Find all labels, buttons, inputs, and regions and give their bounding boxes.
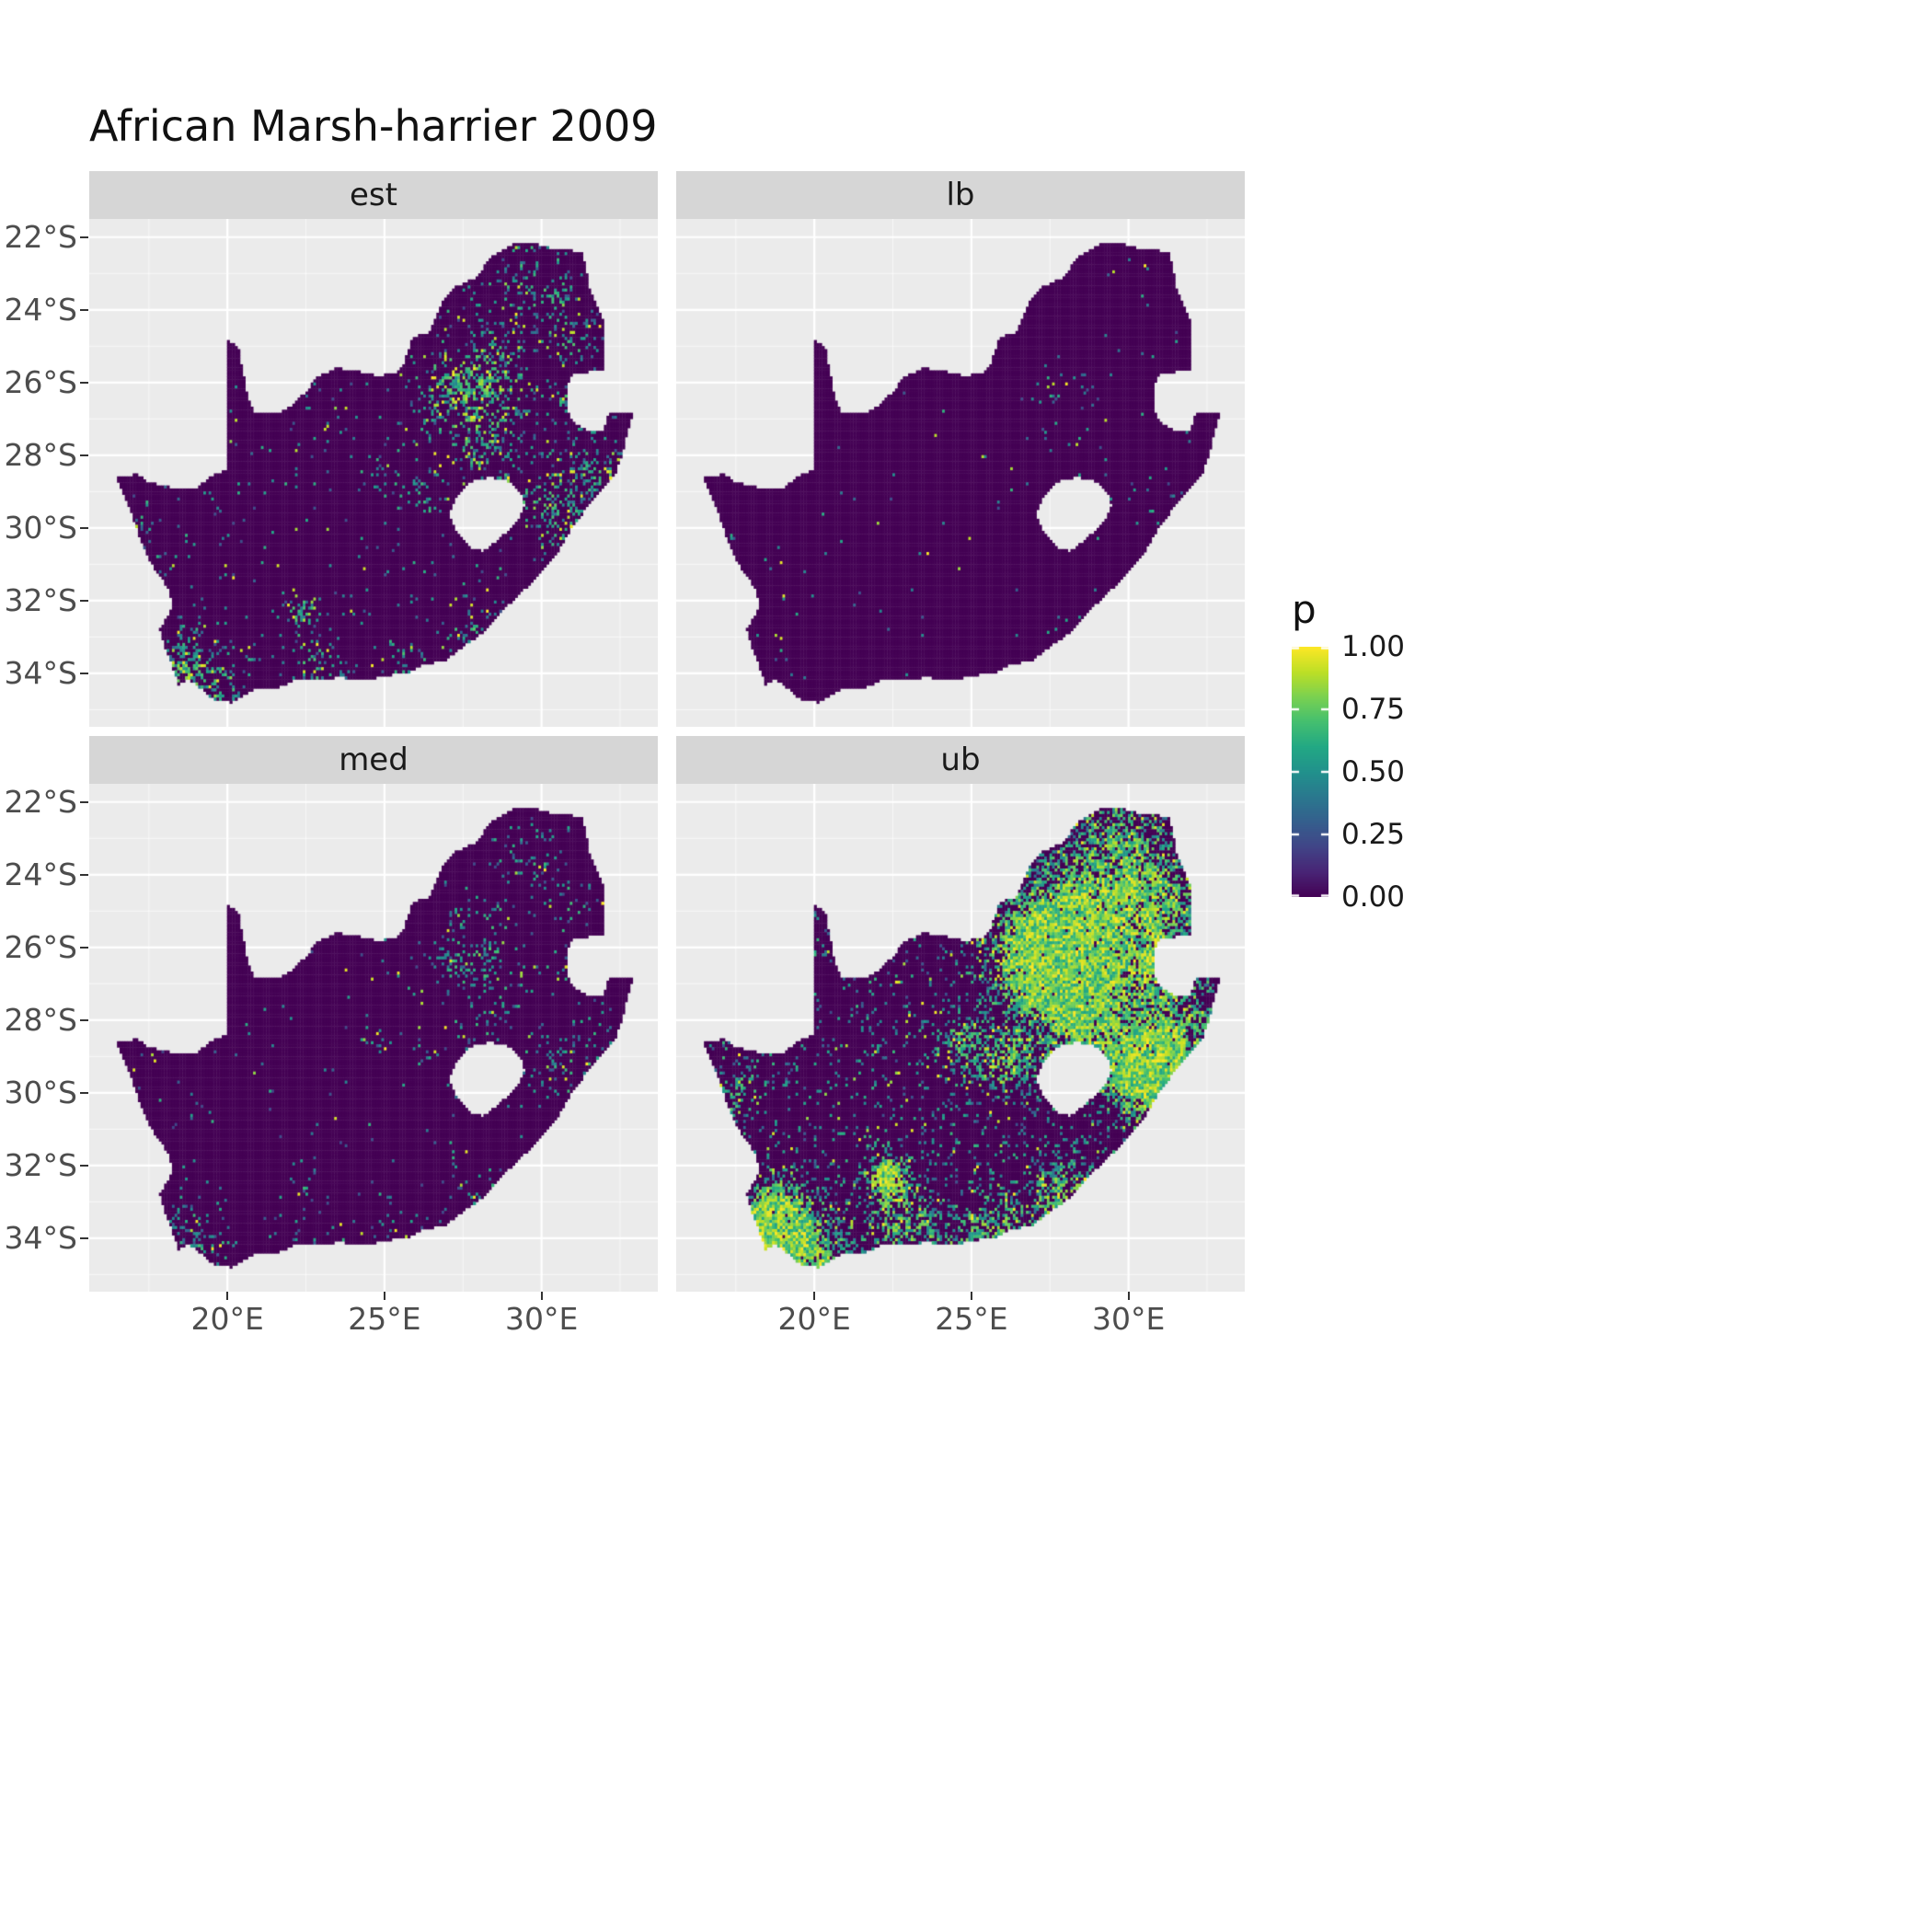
- legend-tick-label: 1.00: [1341, 630, 1406, 663]
- x-tick-label: 20°E: [777, 1301, 851, 1337]
- y-tick-label: 30°S: [4, 1074, 77, 1110]
- y-tick-mark: [80, 1164, 88, 1167]
- x-tick-mark: [226, 1292, 229, 1300]
- x-tick-mark: [970, 1292, 972, 1300]
- y-tick-label: 28°S: [4, 1001, 77, 1038]
- y-tick-mark: [80, 1091, 88, 1094]
- y-tick-label: 28°S: [4, 436, 77, 473]
- facet-strip-lb: lb: [676, 171, 1245, 219]
- legend-tick-label: 0.25: [1341, 818, 1406, 851]
- legend-colorbar: [1292, 647, 1328, 897]
- y-tick-mark: [80, 526, 88, 529]
- y-tick-mark: [80, 1018, 88, 1021]
- facet-strip-label-med: med: [339, 742, 408, 778]
- y-tick-label: 34°S: [4, 654, 77, 691]
- map-panel-med: [89, 784, 658, 1292]
- x-tick-label: 25°E: [348, 1301, 421, 1337]
- y-tick-mark: [80, 1236, 88, 1239]
- y-tick-label: 26°S: [4, 363, 77, 400]
- facet-strip-label-est: est: [350, 177, 397, 213]
- x-tick-mark: [383, 1292, 385, 1300]
- y-tick-label: 30°S: [4, 509, 77, 546]
- map-panel-est: [89, 219, 658, 727]
- y-tick-mark: [80, 381, 88, 384]
- y-tick-mark: [80, 599, 88, 602]
- facet-strip-ub: ub: [676, 736, 1245, 784]
- y-tick-mark: [80, 873, 88, 876]
- y-tick-label: 32°S: [4, 1146, 77, 1183]
- y-tick-mark: [80, 236, 88, 238]
- plot-title: African Marsh-harrier 2009: [89, 101, 658, 151]
- y-tick-label: 22°S: [4, 218, 77, 255]
- x-tick-label: 30°E: [504, 1301, 579, 1337]
- x-tick-mark: [540, 1292, 543, 1300]
- legend-tick-label: 0.50: [1341, 755, 1406, 788]
- facet-strip-med: med: [89, 736, 658, 784]
- y-tick-mark: [80, 672, 88, 674]
- y-tick-mark: [80, 800, 88, 803]
- y-tick-label: 22°S: [4, 783, 77, 820]
- facet-strip-est: est: [89, 171, 658, 219]
- legend-tick-label: 0.75: [1341, 693, 1406, 726]
- y-tick-mark: [80, 308, 88, 311]
- map-panel-lb: [676, 219, 1245, 727]
- facet-strip-label-lb: lb: [946, 177, 975, 213]
- legend-title: p: [1292, 587, 1317, 632]
- x-tick-label: 20°E: [190, 1301, 264, 1337]
- x-tick-label: 25°E: [935, 1301, 1008, 1337]
- y-tick-mark: [80, 946, 88, 949]
- y-tick-label: 32°S: [4, 581, 77, 618]
- x-tick-mark: [1127, 1292, 1130, 1300]
- y-tick-label: 24°S: [4, 291, 77, 328]
- facet-strip-label-ub: ub: [940, 742, 981, 778]
- x-tick-mark: [813, 1292, 816, 1300]
- map-panel-ub: [676, 784, 1245, 1292]
- y-tick-label: 24°S: [4, 856, 77, 892]
- y-tick-mark: [80, 454, 88, 456]
- x-tick-label: 30°E: [1091, 1301, 1166, 1337]
- y-tick-label: 26°S: [4, 928, 77, 965]
- legend-tick-label: 0.00: [1341, 880, 1406, 914]
- y-tick-label: 34°S: [4, 1219, 77, 1256]
